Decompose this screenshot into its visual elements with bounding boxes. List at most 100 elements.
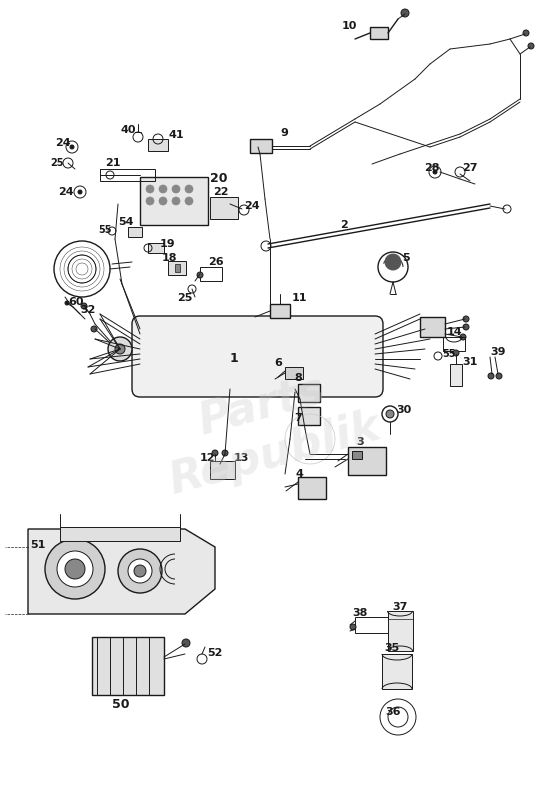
Text: 14: 14 [447,327,463,337]
Text: 3: 3 [356,436,364,446]
Circle shape [108,337,132,362]
Text: 22: 22 [213,187,228,197]
Bar [168,262,186,276]
Text: 1: 1 [230,351,239,364]
Circle shape [197,272,203,279]
Text: 38: 38 [352,607,368,617]
Text: 36: 36 [385,706,401,716]
Circle shape [115,345,125,354]
Text: 37: 37 [392,601,407,611]
Circle shape [118,549,162,594]
Text: 18: 18 [162,253,178,263]
Text: 9: 9 [280,128,288,138]
Bar [382,654,412,689]
Circle shape [385,255,401,271]
Text: 24: 24 [58,187,74,197]
Bar [250,139,272,154]
Circle shape [433,171,437,175]
Text: 27: 27 [462,163,478,173]
Circle shape [185,198,193,206]
Circle shape [222,450,228,457]
Bar [60,527,180,541]
Bar [148,139,168,152]
Text: Parts
Republik: Parts Republik [151,357,385,502]
Bar [210,198,238,220]
Circle shape [463,316,469,323]
Circle shape [172,198,180,206]
Text: 55: 55 [98,225,111,234]
Circle shape [146,198,154,206]
Circle shape [463,324,469,331]
Polygon shape [28,530,215,614]
Circle shape [91,327,97,333]
Circle shape [401,10,409,18]
Bar [420,318,445,337]
Circle shape [134,565,146,577]
Bar [200,268,222,281]
Circle shape [212,450,218,457]
Text: 2: 2 [340,220,348,230]
Circle shape [65,302,69,306]
Circle shape [453,350,459,357]
Circle shape [159,186,167,194]
Text: 19: 19 [160,238,175,249]
Text: 30: 30 [396,405,411,414]
Text: 35: 35 [384,642,399,652]
Bar [92,637,164,695]
Bar [140,178,208,225]
Bar [352,452,362,460]
Circle shape [172,186,180,194]
Circle shape [185,186,193,194]
Text: 5: 5 [402,253,410,263]
Text: 54: 54 [118,217,134,227]
Bar [443,337,465,351]
Bar [270,305,290,319]
Text: 25: 25 [50,158,64,168]
Text: 60: 60 [68,297,83,307]
Text: 26: 26 [208,257,224,267]
Circle shape [182,639,190,647]
Bar [128,228,142,238]
Bar [285,367,303,380]
Bar [388,611,413,651]
Circle shape [146,186,154,194]
Bar [298,478,326,500]
Circle shape [350,624,356,630]
Text: 20: 20 [210,171,227,184]
Text: 40: 40 [120,125,135,135]
Bar [370,28,388,40]
Circle shape [57,551,93,587]
Text: 24: 24 [244,201,259,211]
Text: 41: 41 [168,130,184,139]
Text: 11: 11 [292,293,308,303]
Bar [298,384,320,402]
Bar [298,407,320,426]
Circle shape [460,335,466,341]
Text: 4: 4 [296,469,304,478]
Circle shape [528,44,534,50]
Text: 12: 12 [200,453,216,462]
Circle shape [488,374,494,380]
Circle shape [70,146,74,150]
Bar [450,365,462,387]
Circle shape [128,560,152,583]
Text: 24: 24 [55,138,71,148]
Text: 10: 10 [342,21,357,31]
Text: 51: 51 [30,539,45,549]
Circle shape [496,374,502,380]
Bar [348,448,386,475]
Bar [175,264,180,272]
Text: 31: 31 [462,357,477,367]
Text: 32: 32 [80,305,95,315]
Circle shape [386,410,394,418]
Circle shape [159,198,167,206]
Circle shape [78,191,82,195]
Bar [100,169,155,182]
Text: 25: 25 [177,293,193,303]
Circle shape [45,539,105,599]
Text: 13: 13 [234,453,249,462]
Circle shape [523,31,529,37]
Circle shape [378,253,408,283]
Circle shape [65,560,85,579]
Text: 39: 39 [490,346,506,357]
